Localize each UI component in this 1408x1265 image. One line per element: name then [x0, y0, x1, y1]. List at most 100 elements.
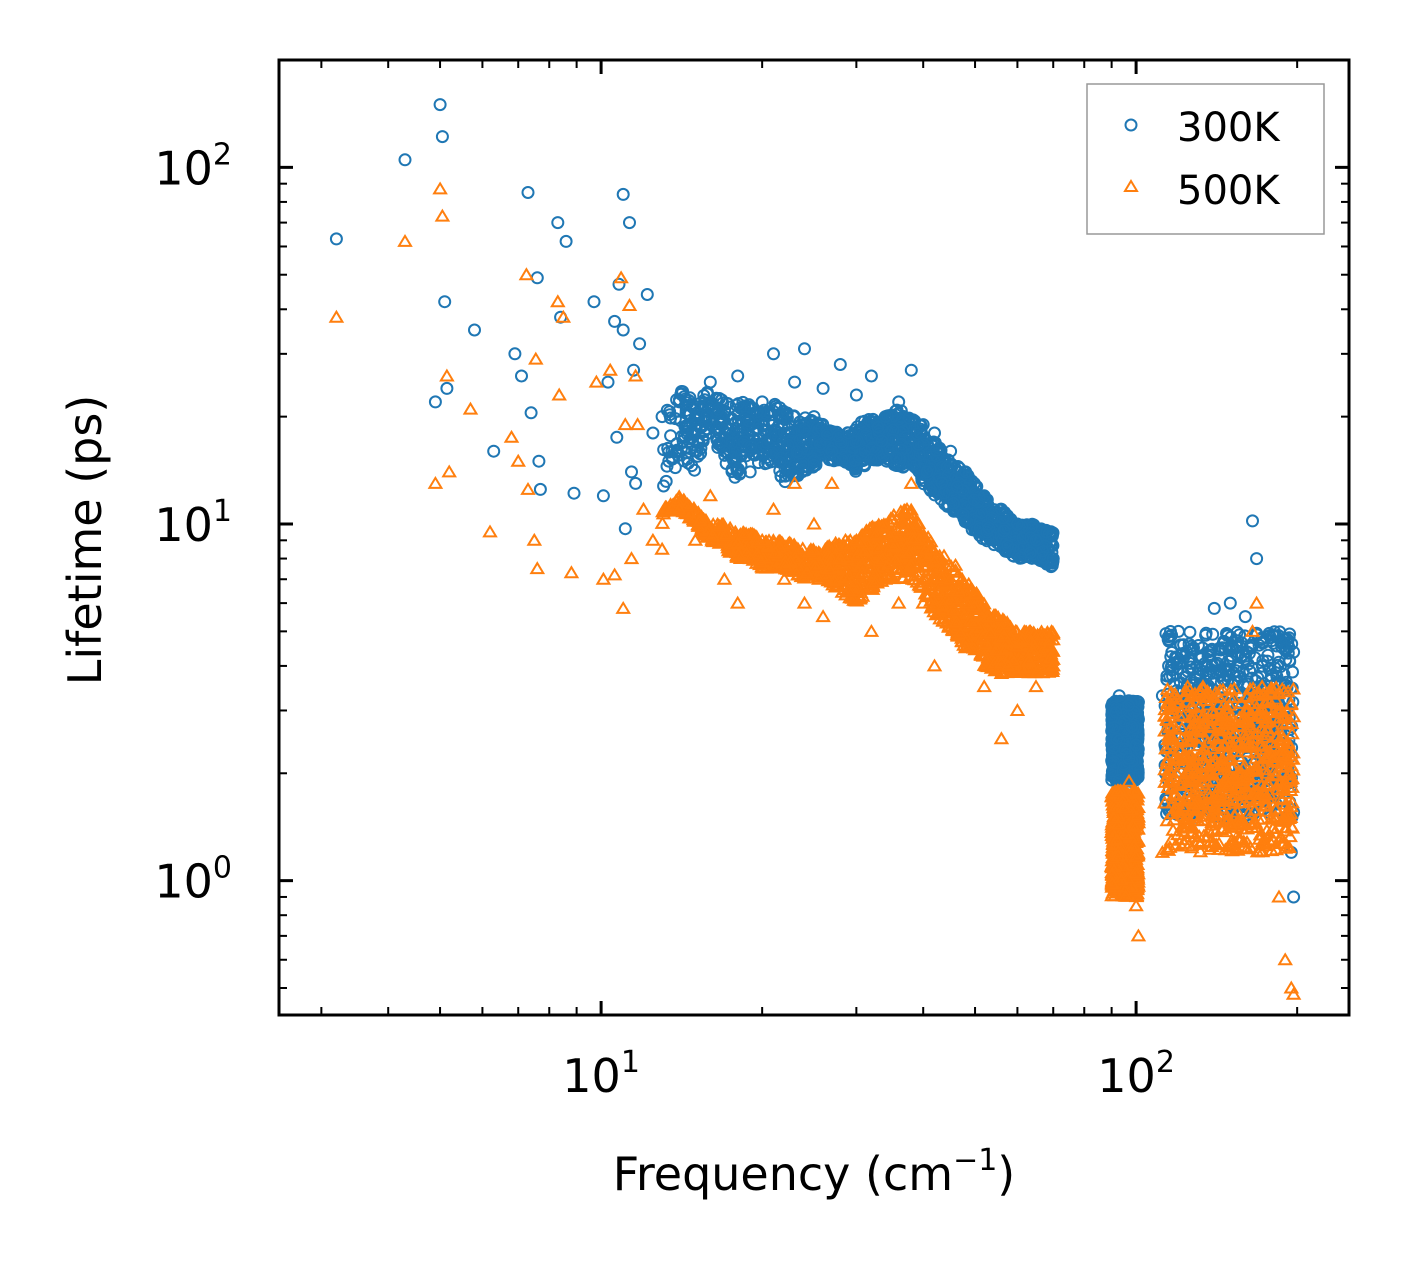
point-300k — [1245, 639, 1259, 653]
point-300k — [715, 417, 729, 431]
point-300k — [1122, 770, 1136, 784]
point-300k — [858, 444, 872, 458]
point-300k — [692, 434, 706, 448]
point-300k — [781, 438, 795, 452]
point-300k — [920, 465, 934, 479]
point-300k — [875, 434, 889, 448]
point-300k — [1182, 637, 1196, 651]
point-300k — [747, 447, 761, 461]
point-300k — [699, 428, 713, 442]
point-300k — [929, 449, 943, 463]
point-300k — [731, 462, 745, 476]
point-300k — [774, 469, 788, 483]
point-300k — [731, 397, 745, 411]
point-300k — [864, 453, 878, 467]
point-300k — [798, 422, 812, 436]
point-300k — [1023, 546, 1037, 560]
point-300k — [685, 459, 699, 473]
point-300k — [731, 435, 745, 449]
point-300k — [663, 408, 677, 422]
point-300k — [1001, 539, 1015, 553]
point-300k — [744, 440, 758, 453]
point-300k — [902, 411, 916, 425]
point-300k — [726, 450, 740, 464]
point-300k — [922, 481, 936, 495]
point-300k — [1203, 648, 1216, 662]
point-300k — [940, 460, 954, 474]
point-300k — [1243, 664, 1257, 678]
point-300k — [1046, 539, 1060, 553]
point-300k — [885, 410, 899, 423]
point-300k — [1122, 699, 1136, 712]
point-300k — [768, 397, 782, 411]
point-300k — [1108, 700, 1122, 714]
point-300k — [1013, 551, 1027, 565]
point-300k — [1263, 661, 1277, 675]
point-300k — [849, 435, 863, 449]
point-300k — [855, 415, 868, 429]
point-300k — [1131, 768, 1145, 782]
point-300k — [871, 420, 885, 434]
point-300k — [807, 454, 821, 468]
point-300k — [1044, 560, 1058, 574]
point-300k — [807, 458, 821, 472]
point-300k — [947, 496, 960, 510]
point-300k — [1036, 544, 1050, 558]
point-300k — [780, 411, 794, 425]
point-300k — [834, 436, 848, 449]
point-300k — [657, 479, 671, 493]
point-300k — [848, 454, 862, 468]
point-300k — [1016, 531, 1030, 545]
point-300k — [968, 522, 982, 536]
point-300k — [935, 476, 949, 490]
point-300k — [773, 464, 787, 478]
point-300k — [742, 414, 756, 428]
point-300k — [987, 505, 1001, 519]
point-300k — [862, 413, 876, 426]
point-300k — [1105, 764, 1119, 778]
point-300k — [710, 433, 724, 447]
point-300k — [765, 446, 779, 459]
point-300k — [674, 387, 688, 401]
point-300k — [1206, 627, 1220, 641]
point-300k — [662, 454, 676, 468]
data-points — [328, 98, 1302, 1000]
point-300k — [1271, 658, 1285, 672]
point-300k — [751, 422, 765, 436]
point-300k — [793, 433, 807, 447]
point-300k — [773, 455, 787, 469]
point-300k — [929, 444, 943, 457]
point-300k — [1225, 649, 1239, 663]
point-300k — [700, 409, 714, 423]
point-300k — [1283, 655, 1297, 669]
point-300k — [725, 436, 739, 450]
point-300k — [750, 405, 764, 419]
point-300k — [907, 449, 920, 463]
point-300k — [813, 437, 827, 451]
point-300k — [668, 461, 682, 475]
point-300k — [997, 524, 1011, 538]
point-300k — [758, 424, 772, 438]
point-300k — [996, 511, 1010, 525]
point-300k — [950, 480, 964, 494]
point-300k — [711, 402, 725, 416]
point-300k — [780, 406, 794, 420]
point-300k — [697, 389, 711, 402]
point-300k — [691, 449, 705, 463]
point-300k — [1162, 634, 1176, 648]
point-300k — [786, 410, 800, 423]
point-300k — [1268, 661, 1282, 675]
point-300k — [683, 434, 697, 448]
point-300k — [982, 521, 996, 535]
point-300k — [790, 445, 804, 459]
point-300k — [889, 451, 903, 465]
point-300k — [956, 507, 970, 521]
point-300k — [1107, 755, 1121, 769]
point-300k — [657, 443, 671, 457]
point-300k — [785, 425, 798, 439]
point-300k — [910, 427, 924, 441]
point-300k — [744, 443, 758, 457]
point-300k — [681, 396, 695, 410]
point-300k — [689, 423, 703, 437]
